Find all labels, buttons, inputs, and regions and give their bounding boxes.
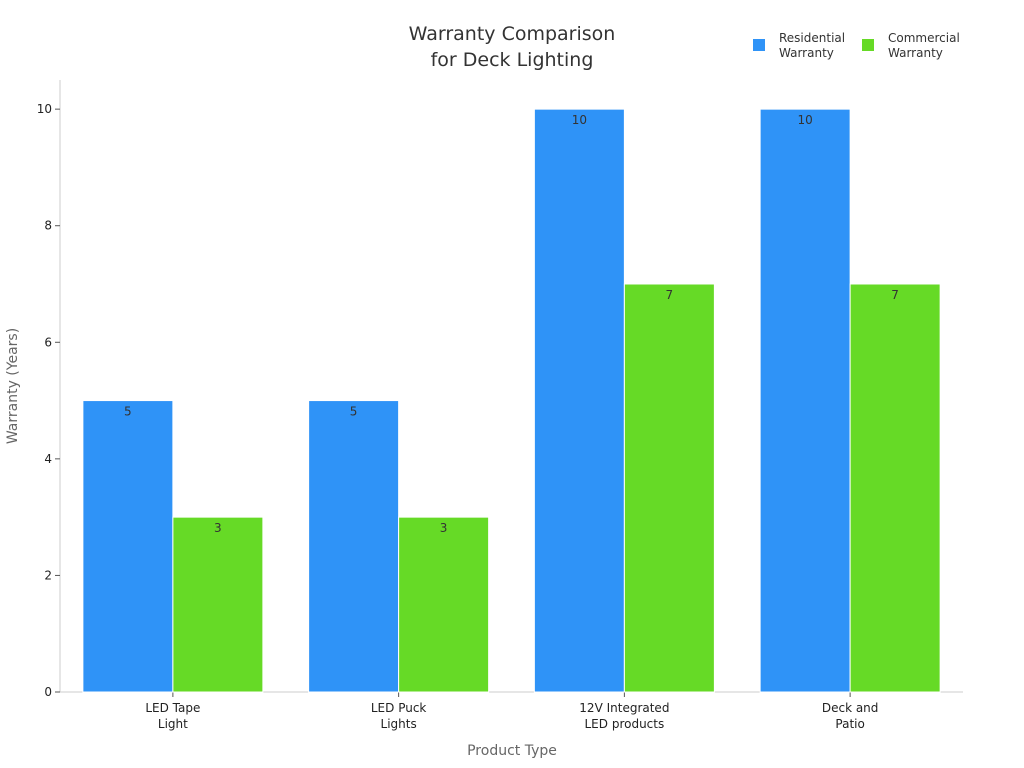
data-label: 7	[666, 288, 674, 302]
bars	[82, 108, 941, 693]
bar-commercial	[172, 516, 264, 693]
x-tick-label-line: Lights	[381, 717, 417, 731]
legend-swatch	[753, 39, 765, 51]
axes: 0 2 4 6 8 10 LED Tape Light LED Puck Lights 12V In…	[5, 80, 963, 759]
chart-title: Warranty Comparison for Deck Lighting	[409, 23, 616, 71]
x-tick-label-line: Patio	[835, 717, 864, 731]
data-label: 5	[350, 405, 358, 419]
legend-label-line: Commercial	[888, 31, 960, 45]
data-label: 10	[797, 113, 812, 127]
x-tick-label-line: LED products	[585, 717, 665, 731]
x-tick-label-line: Deck and	[822, 701, 879, 715]
data-label: 3	[214, 521, 222, 535]
data-labels: 5 5 10 10 3 3 7 7	[124, 113, 899, 535]
legend-swatch	[862, 39, 874, 51]
bar-commercial	[849, 283, 941, 693]
bar-residential	[533, 108, 625, 693]
x-tick-label-line: Light	[158, 717, 188, 731]
bar-residential	[759, 108, 851, 693]
chart-title-text: Warranty Comparison for Deck Lighting	[409, 23, 616, 71]
x-tick-label: Deck and Patio	[822, 701, 879, 731]
legend-label-line: Residential	[779, 31, 845, 45]
legend-label: Residential Warranty	[779, 31, 845, 60]
x-tick-label: LED Puck Lights	[371, 701, 427, 731]
legend-label-line: Warranty	[888, 46, 943, 60]
chart-title-text-line: Warranty Comparison	[409, 23, 616, 45]
bar-commercial	[398, 516, 490, 693]
x-axis-title: Product Type	[467, 743, 557, 759]
bar-residential	[82, 400, 174, 693]
legend-label: Commercial Warranty	[888, 31, 960, 60]
x-tick-label-line: LED Tape	[145, 701, 200, 715]
data-label: 10	[572, 113, 587, 127]
y-tick-label: 0	[44, 685, 52, 699]
y-tick-label: 10	[37, 102, 52, 116]
y-tick-label: 4	[44, 452, 52, 466]
y-tick-label: 8	[44, 219, 52, 233]
x-tick-label-line: 12V Integrated	[579, 701, 669, 715]
bar-residential	[308, 400, 400, 693]
data-label: 7	[891, 288, 899, 302]
chart-title-text-line: for Deck Lighting	[431, 49, 594, 71]
x-tick-label-line: LED Puck	[371, 701, 427, 715]
bar-commercial	[623, 283, 715, 693]
data-label: 3	[440, 521, 448, 535]
y-tick-label: 2	[44, 568, 52, 582]
x-tick-label: LED Tape Light	[145, 701, 200, 731]
x-tick-label: 12V Integrated LED products	[579, 701, 669, 731]
data-label: 5	[124, 405, 132, 419]
y-tick-label: 6	[44, 335, 52, 349]
legend-label-line: Warranty	[779, 46, 834, 60]
y-axis-title: Warranty (Years)	[5, 328, 21, 444]
